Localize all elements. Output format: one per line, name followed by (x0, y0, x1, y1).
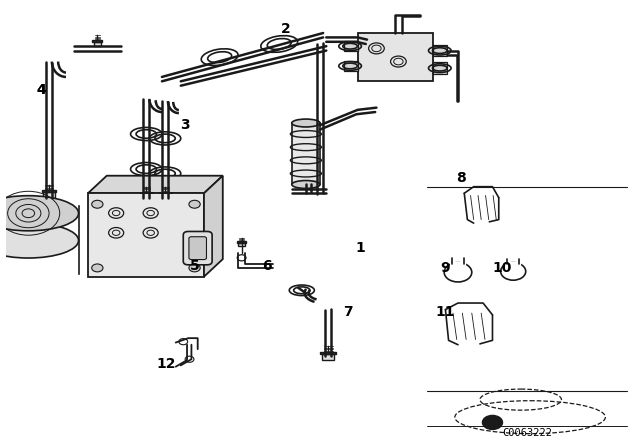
Text: 5: 5 (189, 258, 200, 273)
Text: 2: 2 (280, 22, 291, 36)
Bar (159, 192, 172, 194)
Bar (160, 194, 170, 198)
Bar (344, 41, 358, 52)
Bar (42, 190, 56, 192)
Ellipse shape (292, 181, 320, 189)
Bar (92, 40, 102, 42)
Bar (141, 194, 151, 198)
Bar (140, 192, 153, 194)
Circle shape (92, 264, 103, 272)
Text: 8: 8 (456, 171, 466, 185)
FancyBboxPatch shape (189, 237, 207, 259)
Text: 9: 9 (440, 261, 451, 275)
Bar (322, 354, 335, 360)
Ellipse shape (0, 196, 79, 231)
Text: 6: 6 (262, 258, 271, 273)
Bar (358, 33, 433, 82)
Bar (320, 352, 336, 354)
Polygon shape (204, 176, 223, 277)
Text: 7: 7 (344, 305, 353, 319)
Bar (238, 242, 245, 246)
Bar (433, 45, 447, 56)
Bar (88, 193, 204, 277)
Circle shape (483, 415, 502, 430)
Text: 4: 4 (36, 83, 46, 97)
Ellipse shape (0, 223, 79, 258)
Text: 1: 1 (356, 241, 365, 255)
Bar (433, 62, 447, 74)
Bar (44, 192, 54, 198)
Circle shape (189, 264, 200, 272)
Text: 11: 11 (436, 305, 455, 319)
FancyBboxPatch shape (183, 232, 212, 265)
Ellipse shape (292, 119, 320, 127)
Circle shape (92, 200, 103, 208)
Text: 3: 3 (180, 118, 190, 132)
Circle shape (189, 200, 200, 208)
Polygon shape (88, 176, 223, 193)
Bar (292, 123, 320, 185)
Bar (93, 42, 101, 46)
Bar (237, 241, 246, 242)
Bar (344, 60, 358, 71)
Text: 10: 10 (492, 261, 511, 275)
Text: C0063222: C0063222 (502, 427, 552, 438)
Text: 12: 12 (157, 358, 176, 371)
Text: 4: 4 (36, 83, 46, 97)
